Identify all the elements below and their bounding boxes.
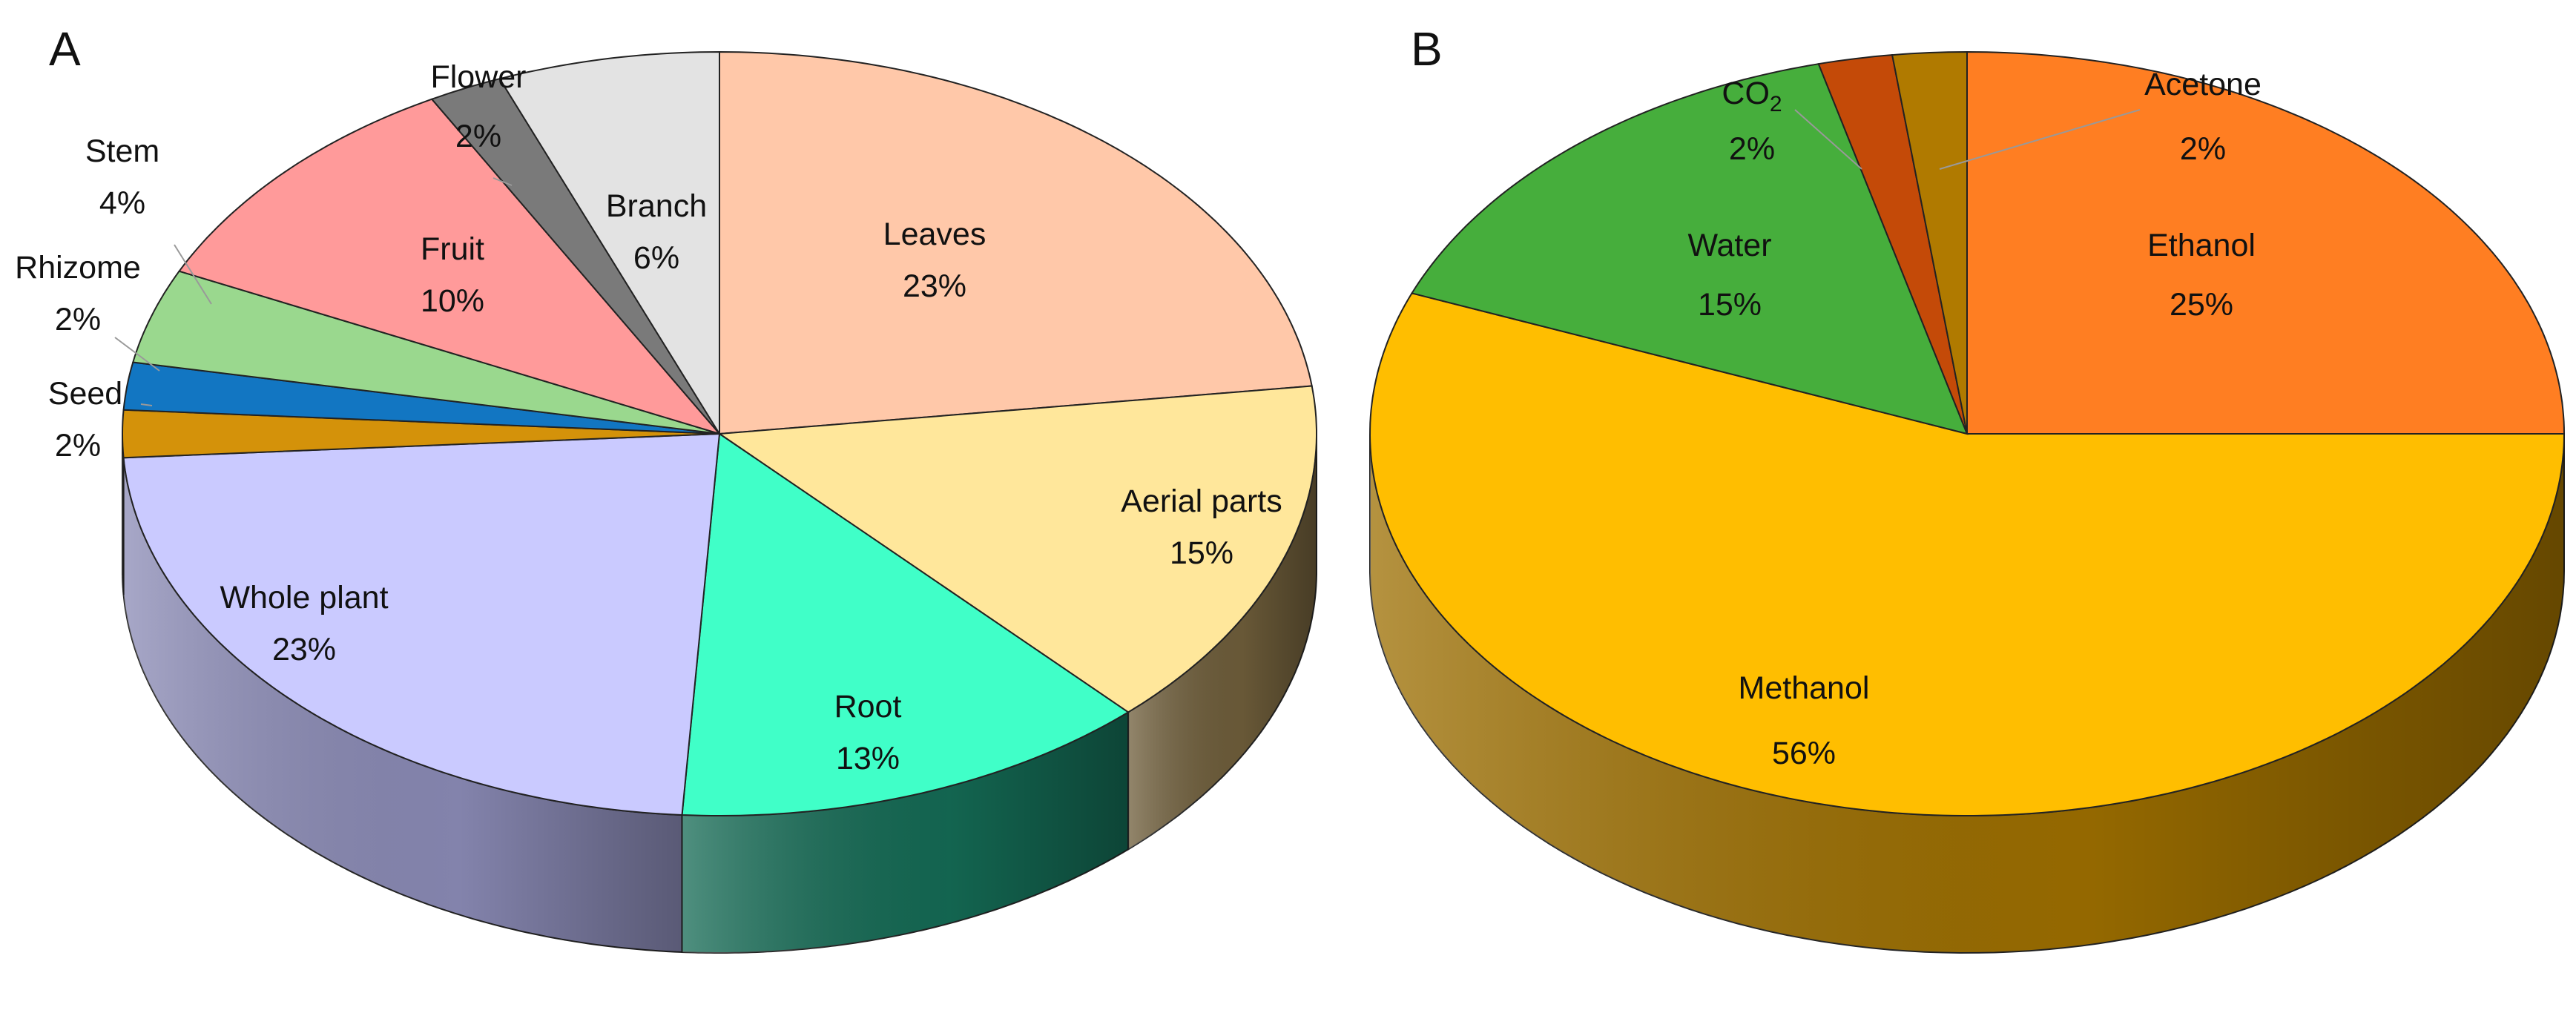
slice-label-root: Root <box>834 689 902 725</box>
slice-value-co: 2% <box>1729 131 1775 167</box>
slice-root <box>681 432 1130 816</box>
slice-acetone <box>1891 50 1968 435</box>
slice-value-root: 13% <box>836 741 900 776</box>
slice-ethanol <box>1966 50 2566 435</box>
slice-value-methanol: 56% <box>1772 736 1836 771</box>
slice-value-branch: 6% <box>633 240 679 276</box>
leader-line-co <box>1794 109 1862 170</box>
side-shade-aerial-parts <box>1128 434 1317 850</box>
slice-water <box>1410 63 1969 435</box>
pie-labels: Leaves 23% Aerial parts 15% Root 13% Whole pla… <box>15 59 1282 776</box>
slice-value-acetone: 2% <box>2180 131 2226 167</box>
slice-label-leaves: Leaves <box>883 217 986 252</box>
slice-co <box>1817 54 1968 435</box>
pie-chart-b: Ethanol25%Methanol56%Water15%CO22%Aceton… <box>1368 50 2566 954</box>
slice-seed <box>121 409 720 459</box>
slice-label-water: Water <box>1687 228 1771 263</box>
slice-value-ethanol: 25% <box>2170 287 2233 323</box>
slice-stem <box>131 270 720 435</box>
leader-line-rhizome <box>114 337 160 372</box>
leader-line-seed <box>140 403 153 406</box>
slice-value-leaves: 23% <box>903 268 966 304</box>
slice-label-flower: Flower <box>430 59 526 95</box>
side-shade-seed <box>122 434 124 595</box>
slice-methanol <box>1368 292 2566 816</box>
slice-value-aerial-parts: 15% <box>1170 535 1233 571</box>
pie-labels: Ethanol25%Methanol56%Water15%CO22%Aceton… <box>1687 67 2261 771</box>
slice-label-acetone: Acetone <box>2144 67 2262 102</box>
slice-value-fruit: 10% <box>421 283 484 319</box>
slice-label-seed: Seed <box>48 376 122 412</box>
slice-label-whole-plant: Whole plant <box>220 580 388 615</box>
pie-top <box>121 50 1317 816</box>
slice-aerial-parts <box>717 385 1317 713</box>
side-shade-methanol <box>1370 434 2564 953</box>
pie-top <box>1368 50 2566 816</box>
slice-flower <box>430 78 720 435</box>
pie-chart-a: Leaves 23% Aerial parts 15% Root 13% Whole pla… <box>15 50 1317 954</box>
panel-letter-a: A <box>49 22 81 76</box>
slice-label-subscript: 2 <box>1770 92 1782 116</box>
side-shade-root <box>682 712 1129 953</box>
slice-leaves <box>719 50 1313 435</box>
slice-value-water: 15% <box>1698 287 1762 323</box>
slice-label-stem: Stem <box>85 133 159 169</box>
slice-branch <box>498 50 720 437</box>
slice-fruit <box>177 98 722 435</box>
slice-value-stem: 4% <box>99 185 145 221</box>
leader-line-flower <box>493 177 513 186</box>
slice-value-flower: 2% <box>455 119 501 154</box>
slice-label-methanol: Methanol <box>1739 670 1870 706</box>
slice-value-rhizome: 2% <box>55 302 101 337</box>
slice-label-fruit: Fruit <box>421 231 484 267</box>
leader-line-acetone <box>1939 109 2141 170</box>
slice-label-branch: Branch <box>606 188 707 224</box>
leader-line-stem <box>174 244 212 305</box>
slice-label-rhizome: Rhizome <box>15 250 141 285</box>
pie-sides <box>122 434 1317 954</box>
slice-label-aerial-parts: Aerial parts <box>1121 483 1282 519</box>
panel-letter-b: B <box>1411 22 1443 76</box>
slice-value-seed: 2% <box>55 428 101 463</box>
slice-value-whole-plant: 23% <box>272 632 336 667</box>
slice-whole-plant <box>122 432 721 816</box>
side-shade-whole-plant <box>123 458 682 952</box>
slice-label-ethanol: Ethanol <box>2147 228 2256 263</box>
